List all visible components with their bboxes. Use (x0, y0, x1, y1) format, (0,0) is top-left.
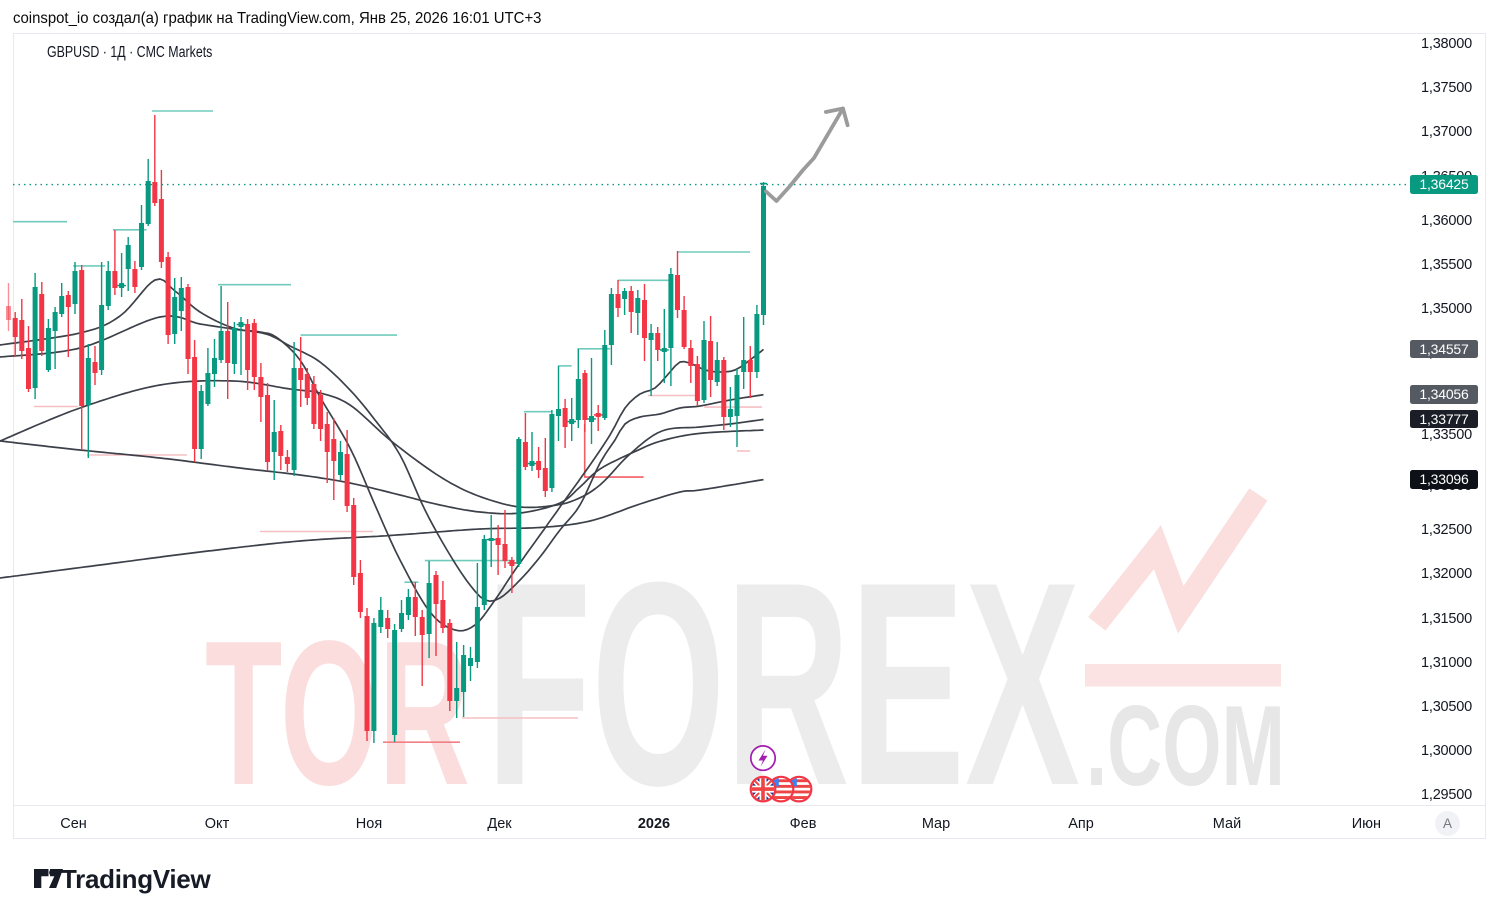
svg-text:TOR: TOR (205, 598, 470, 828)
svg-text:.COM: .COM (1086, 683, 1285, 810)
